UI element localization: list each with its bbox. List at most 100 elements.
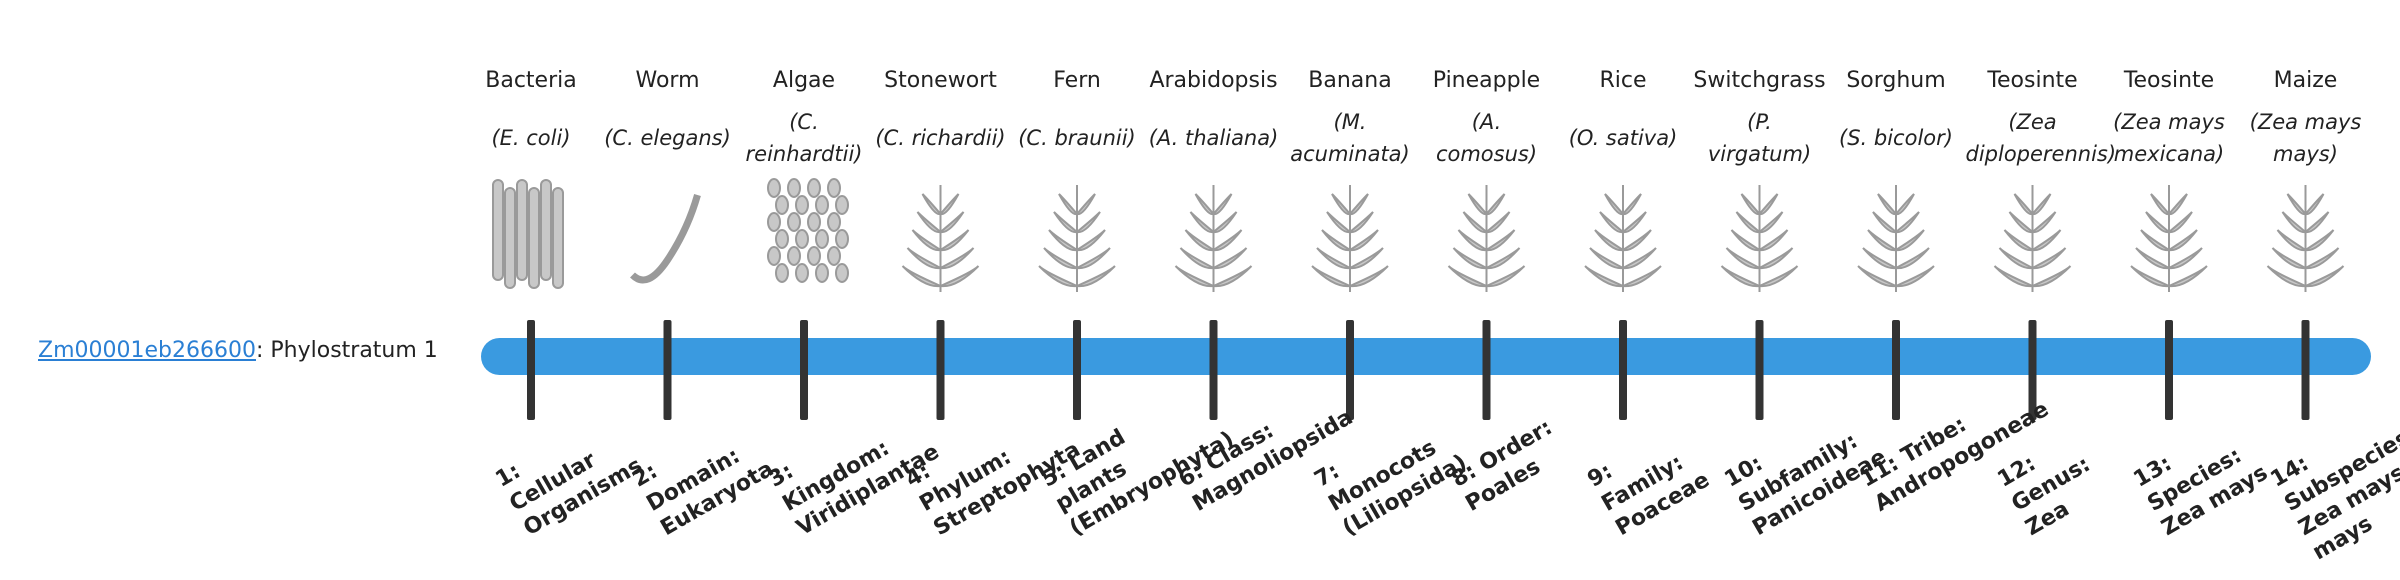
- species-name: (E. coli): [491, 126, 571, 150]
- tick: [800, 320, 808, 420]
- icon-part: [1482, 265, 1526, 288]
- icon-part: [516, 179, 528, 281]
- icon-part: [1347, 229, 1379, 252]
- organism-name: Stonewort: [884, 68, 997, 93]
- icon-part: [921, 193, 943, 216]
- icon-part: [767, 212, 781, 232]
- species-name: (P. virgatum): [1707, 110, 1812, 166]
- species-name: (S. bicolor): [1839, 126, 1953, 150]
- tick: [663, 320, 672, 420]
- icon-part: [1621, 193, 1642, 216]
- icon-part: [1867, 229, 1899, 252]
- tick: [1482, 320, 1491, 420]
- icon-part: [1058, 193, 1079, 216]
- organism-name: Pineapple: [1432, 68, 1541, 93]
- tick: [1209, 320, 1218, 420]
- icon-part: [2008, 211, 2035, 234]
- species-name: (C. elegans): [604, 126, 731, 150]
- organism-name: Switchgrass: [1693, 68, 1826, 93]
- icon-part: [795, 229, 809, 249]
- icon-part: [1346, 247, 1384, 270]
- icon-part: [835, 195, 849, 215]
- icon-part: [1620, 229, 1652, 252]
- icon-part: [1311, 265, 1354, 288]
- gene-suffix: : Phylostratum 1: [255, 338, 438, 363]
- icon-part: [815, 195, 829, 215]
- icon-part: [2286, 193, 2308, 216]
- tick: [1346, 320, 1354, 420]
- icon-part: [1326, 211, 1353, 234]
- icon-part: [1893, 229, 1925, 252]
- icon-part: [936, 265, 980, 288]
- tick: [1892, 320, 1900, 420]
- icon-part: [1053, 211, 1080, 234]
- icon-part: [1452, 247, 1490, 270]
- icon-part: [630, 194, 701, 284]
- icon-part: [2167, 193, 2188, 216]
- icon-part: [775, 195, 789, 215]
- icon-part: [1740, 193, 1762, 216]
- icon-part: [1211, 211, 1238, 234]
- icon-part: [1872, 211, 1899, 234]
- icon-part: [1457, 229, 1490, 252]
- icon-part: [767, 246, 781, 266]
- icon-part: [1594, 229, 1626, 252]
- species-name: (M. acuminata): [1290, 110, 1410, 166]
- organism-icon: [1584, 185, 1662, 292]
- icon-part: [835, 229, 849, 249]
- icon-part: [1331, 193, 1352, 216]
- icon-part: [528, 187, 540, 289]
- icon-part: [2266, 265, 2310, 288]
- icon-part: [1619, 247, 1657, 270]
- organism-icon: [1720, 185, 1799, 292]
- icon-part: [1483, 229, 1516, 252]
- icon-part: [1756, 229, 1789, 252]
- icon-part: [835, 263, 849, 283]
- icon-part: [2276, 229, 2309, 252]
- icon-part: [1074, 229, 1106, 252]
- icon-part: [2302, 229, 2335, 252]
- icon-part: [504, 187, 516, 289]
- icon-part: [1730, 229, 1763, 252]
- icon-part: [1620, 211, 1647, 234]
- organism-icon: [901, 185, 980, 292]
- icon-part: [911, 229, 944, 252]
- icon-part: [1043, 247, 1081, 270]
- organism-icon: [2130, 185, 2208, 292]
- icon-part: [1073, 265, 1116, 288]
- icon-part: [1725, 247, 1763, 270]
- organism-icon: [767, 178, 849, 283]
- icon-part: [795, 263, 809, 283]
- organism-name: Teosinte: [2123, 68, 2215, 93]
- icon-part: [540, 179, 552, 281]
- icon-part: [1892, 247, 1930, 270]
- species-name: (O. sativa): [1568, 126, 1678, 150]
- icon-part: [1048, 229, 1080, 252]
- icon-part: [2150, 193, 2171, 216]
- gene-heading: Zm00001eb266600: Phylostratum 1: [38, 338, 438, 363]
- icon-part: [815, 263, 829, 283]
- icon-part: [901, 265, 945, 288]
- organism-name: Sorghum: [1846, 68, 1946, 93]
- icon-part: [2303, 193, 2325, 216]
- icon-part: [807, 178, 821, 198]
- icon-part: [1074, 211, 1101, 234]
- icon-part: [938, 211, 965, 234]
- icon-part: [1993, 265, 2037, 288]
- species-name: (C. reinhardtii): [745, 110, 863, 166]
- icons: [492, 178, 2345, 292]
- icon-part: [1194, 193, 1216, 216]
- icon-part: [815, 229, 829, 249]
- icon-part: [1484, 211, 1511, 234]
- icon-part: [2003, 229, 2036, 252]
- icon-part: [1211, 193, 1233, 216]
- organism-name: Arabidopsis: [1149, 68, 1278, 93]
- tick: [1755, 320, 1764, 420]
- organism-name: Maize: [2273, 68, 2338, 93]
- gene-link[interactable]: Zm00001eb266600: [38, 338, 256, 363]
- icon-part: [1892, 265, 1935, 288]
- organism-name: Algae: [772, 68, 836, 93]
- icon-part: [938, 193, 960, 216]
- organism-name: Rice: [1599, 68, 1647, 93]
- icon-part: [2281, 211, 2308, 234]
